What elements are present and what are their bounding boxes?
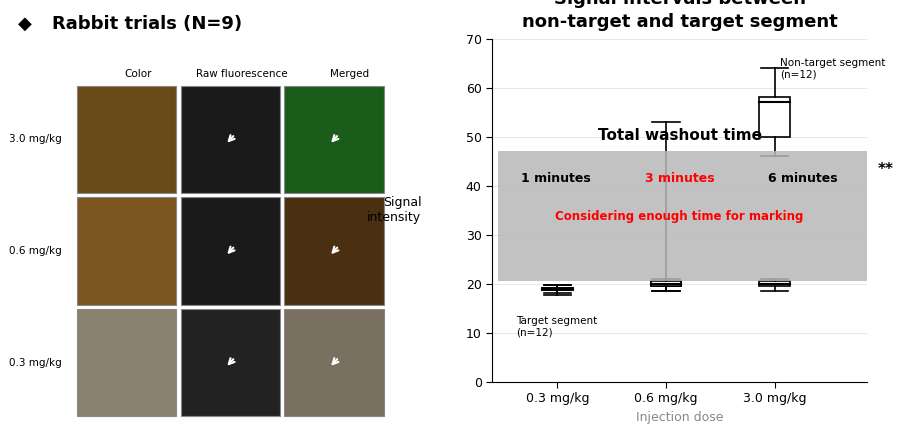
Text: 3 minutes: 3 minutes (644, 172, 713, 185)
Bar (284, 309, 383, 416)
Text: Raw fluorescence: Raw fluorescence (196, 69, 287, 79)
Title: Signal intervals between
non-target and target segment: Signal intervals between non-target and … (521, 0, 836, 31)
Text: Merged: Merged (330, 69, 369, 79)
Bar (284, 86, 383, 193)
Bar (650, 281, 680, 286)
Text: 1 minutes: 1 minutes (520, 172, 590, 185)
Text: Rabbit trials (N=9): Rabbit trials (N=9) (52, 15, 242, 33)
Text: 6 minutes: 6 minutes (768, 172, 837, 185)
Bar (541, 288, 572, 290)
Bar (77, 197, 176, 305)
Bar (180, 86, 280, 193)
Text: Target segment
(n=12): Target segment (n=12) (515, 316, 596, 337)
Bar (284, 197, 383, 305)
Bar (77, 86, 176, 193)
Text: Total washout time: Total washout time (597, 128, 760, 143)
Text: **: ** (877, 162, 893, 176)
Bar (759, 281, 789, 286)
Text: 3.0 mg/kg: 3.0 mg/kg (9, 134, 61, 145)
Bar (180, 197, 280, 305)
Text: ◆: ◆ (18, 15, 32, 33)
Text: 0.6 mg/kg: 0.6 mg/kg (9, 246, 61, 256)
Bar (541, 288, 572, 290)
Text: 0.3 mg/kg: 0.3 mg/kg (9, 357, 61, 368)
Y-axis label: Signal
intensity: Signal intensity (367, 196, 421, 224)
Text: Color: Color (124, 69, 152, 79)
Bar (180, 309, 280, 416)
Bar (759, 97, 789, 137)
X-axis label: Injection dose: Injection dose (635, 411, 723, 424)
Bar (650, 281, 680, 286)
Text: Considering enough time for marking: Considering enough time for marking (555, 210, 803, 223)
Bar (77, 309, 176, 416)
Bar (497, 151, 877, 281)
Text: Non-target segment
(n=12): Non-target segment (n=12) (779, 58, 884, 80)
